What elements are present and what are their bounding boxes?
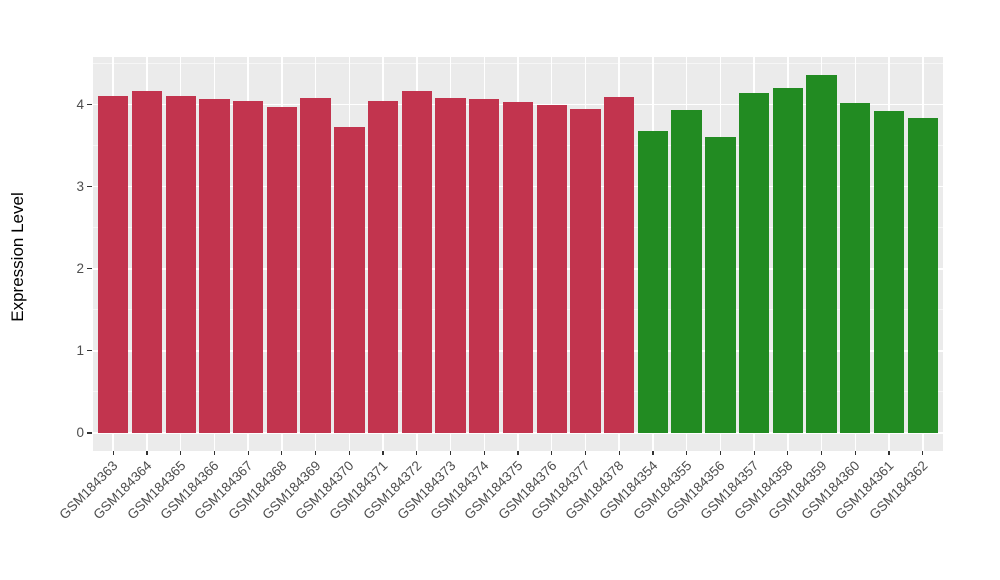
x-tick-mark — [584, 451, 587, 455]
x-tick-mark — [551, 451, 553, 455]
x-tick-mark — [382, 451, 384, 455]
bar — [131, 90, 163, 433]
bar — [469, 98, 500, 433]
y-tick-mark — [87, 104, 92, 106]
x-tick-mark — [348, 451, 350, 455]
x-tick-mark — [517, 451, 519, 455]
y-tick-mark — [87, 186, 92, 188]
y-tick-label: 1 — [76, 343, 84, 359]
x-tick-mark — [247, 451, 249, 455]
x-tick-mark — [281, 451, 283, 455]
x-tick-mark — [652, 451, 654, 455]
bar — [435, 98, 466, 433]
x-tick-mark — [888, 451, 890, 455]
bar — [705, 137, 736, 433]
y-tick-label: 4 — [76, 97, 84, 113]
y-tick-mark — [87, 268, 92, 270]
bar — [772, 88, 803, 433]
bar — [604, 97, 635, 433]
y-tick-label: 2 — [76, 261, 84, 277]
x-tick-mark — [719, 451, 721, 455]
x-tick-mark — [483, 451, 485, 455]
x-tick-mark — [787, 451, 789, 455]
bar — [401, 90, 432, 433]
y-tick-label: 3 — [76, 179, 84, 195]
bar — [873, 111, 905, 433]
bar — [637, 130, 669, 433]
y-tick-mark — [87, 432, 92, 434]
y-tick-mark — [87, 350, 92, 352]
bar — [536, 105, 567, 433]
x-tick-mark — [449, 451, 452, 455]
bar — [98, 95, 129, 433]
x-tick-mark — [315, 451, 317, 455]
bar — [199, 98, 230, 433]
bar — [671, 110, 702, 433]
x-tick-mark — [686, 451, 688, 455]
x-tick-mark — [213, 451, 216, 455]
bar — [907, 117, 938, 433]
x-tick-mark — [922, 451, 924, 455]
x-tick-mark — [820, 451, 823, 455]
bar — [232, 101, 264, 433]
plot-panel — [93, 57, 943, 451]
x-tick-mark — [112, 451, 114, 455]
bar — [334, 126, 365, 433]
bar — [367, 100, 399, 433]
x-tick-mark — [416, 451, 418, 455]
x-tick-mark — [753, 451, 755, 455]
bar — [165, 96, 196, 433]
x-tick-mark — [618, 451, 620, 455]
y-axis-title: Expression Level — [8, 192, 27, 322]
bar — [806, 75, 837, 433]
x-tick-mark — [180, 451, 182, 455]
bar — [840, 102, 871, 433]
y-tick-label: 0 — [76, 425, 84, 441]
x-tick-mark — [854, 451, 856, 455]
bar — [570, 108, 601, 433]
bar — [300, 98, 331, 433]
bar — [266, 107, 298, 433]
bar — [738, 93, 770, 433]
bar — [502, 102, 534, 433]
x-tick-mark — [146, 451, 148, 455]
